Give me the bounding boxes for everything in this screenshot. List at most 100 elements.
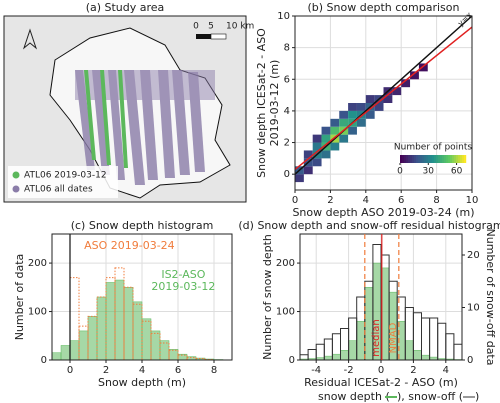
x-tick-label: 6 [175, 365, 181, 376]
colorbar-cell [462, 155, 465, 163]
y-tick-label: 0 [289, 355, 295, 366]
x-tick-label: 0 [67, 365, 73, 376]
hist-bar [168, 349, 179, 361]
heatmap-cell [348, 110, 357, 119]
hist-bar [78, 330, 89, 361]
colorbar-tick-label: 0 [397, 167, 403, 177]
chart-title: (d) Snow depth and snow-off residual his… [238, 219, 500, 232]
y-tick-label: 10 [277, 11, 290, 22]
y-tick-label: 100 [28, 307, 47, 318]
hist-bar [51, 352, 62, 361]
hist-bar [324, 355, 333, 361]
colorbar-cell [440, 155, 443, 163]
hist-bar [141, 318, 152, 361]
y-tick-label: 6 [284, 74, 290, 85]
heatmap-cell [356, 103, 366, 111]
hist-bar [340, 350, 349, 361]
heatmap-cell [365, 95, 375, 103]
hist-bar [150, 330, 161, 361]
y-tick-label: 100 [276, 307, 295, 318]
x-tick-label: 4 [443, 365, 449, 376]
axes-frame [299, 233, 463, 361]
x-tick-label: 4 [363, 195, 369, 206]
x-axis-label: Snow depth ASO 2019-03-24 (m) [292, 206, 474, 219]
colorbar-cell [432, 155, 435, 163]
x-tick-label: 8 [211, 365, 217, 376]
heatmap-cell [339, 134, 349, 143]
hist-bar [105, 282, 116, 361]
y-tick-label: 4 [284, 106, 290, 117]
colorbar-cell [414, 155, 417, 163]
heatmap-cell [339, 118, 349, 127]
y-axis-label: Snow depth ICESat-2 - ASO [255, 28, 268, 178]
legend-label: snow depth ( [318, 390, 390, 403]
hist-bar [105, 277, 116, 361]
axes-frame [294, 15, 473, 191]
hist-bar [69, 340, 80, 361]
hist-bar [421, 354, 430, 361]
colorbar-cell [420, 155, 423, 163]
legend-marker [12, 185, 20, 193]
x-tick-label: 2 [410, 365, 416, 376]
colorbar-tick-label: 60 [451, 167, 463, 177]
colorbar-cell [436, 155, 439, 163]
scale-label: 10 km [226, 22, 254, 32]
y-tick-label: 200 [28, 258, 47, 269]
map-panel [3, 15, 247, 203]
y2-axis-label: Number of snow-off data [484, 229, 497, 366]
hist-bar [114, 279, 125, 361]
heatmap-cell [321, 150, 331, 159]
y-axis-label: Number of data [13, 254, 26, 341]
heatmap-cell [348, 103, 357, 111]
colorbar-cell [448, 155, 451, 163]
heatmap-cell [303, 166, 313, 175]
colorbar-cell [460, 155, 463, 163]
legend-marker [12, 171, 20, 179]
hist-bar [87, 316, 98, 361]
legend-label: ATL06 2019-03-12 [24, 171, 107, 181]
series-label: IS2-ASO [161, 268, 205, 281]
x-tick-label: 0 [378, 365, 384, 376]
colorbar-cell [416, 155, 419, 163]
series-label: 2019-03-12 [151, 280, 215, 293]
hist-bar [168, 349, 179, 361]
hist-bar [132, 301, 143, 361]
heatmap-cell [312, 158, 322, 167]
colorbar-cell [434, 155, 437, 163]
chart-title: (b) Snow depth comparison [308, 1, 460, 14]
heatmap-cell [365, 110, 375, 119]
colorbar-cell [458, 155, 461, 163]
y2-tick-label: 20 [467, 250, 480, 261]
colorbar-cell [454, 155, 457, 163]
colorbar-cell [422, 155, 425, 163]
series-label: ASO 2019-03-24 [84, 239, 175, 252]
colorbar-cell [428, 155, 431, 163]
hist-bar [405, 340, 414, 361]
legend-label: ) [475, 390, 479, 403]
colorbar-cell [402, 155, 405, 163]
map-legend-box [8, 166, 118, 198]
heatmap-cell [410, 71, 419, 80]
y-tick-label: 8 [284, 43, 290, 54]
colorbar-cell [438, 155, 441, 163]
heatmap-cell [330, 142, 340, 151]
scale-bar [196, 34, 211, 39]
identity-line [294, 15, 473, 175]
x-axis-label: Residual ICESat-2 - ASO (m) [304, 376, 458, 389]
hist-bar [356, 320, 366, 361]
heatmap-cell [339, 110, 349, 119]
scale-label: 5 [208, 22, 214, 32]
hist-bar [123, 286, 134, 361]
y2-tick-label: 0 [467, 355, 473, 366]
colorbar-cell [456, 155, 459, 163]
y-tick-label: 200 [276, 258, 295, 269]
axes-frame [51, 233, 233, 361]
colorbar-cell [410, 155, 413, 163]
x-tick-label: 8 [433, 195, 439, 206]
heatmap-cell [418, 63, 428, 72]
heatmap-cell [321, 134, 331, 143]
x-tick-label: 2 [103, 365, 109, 376]
colorbar-cell [446, 155, 449, 163]
scale-bar [210, 33, 227, 40]
